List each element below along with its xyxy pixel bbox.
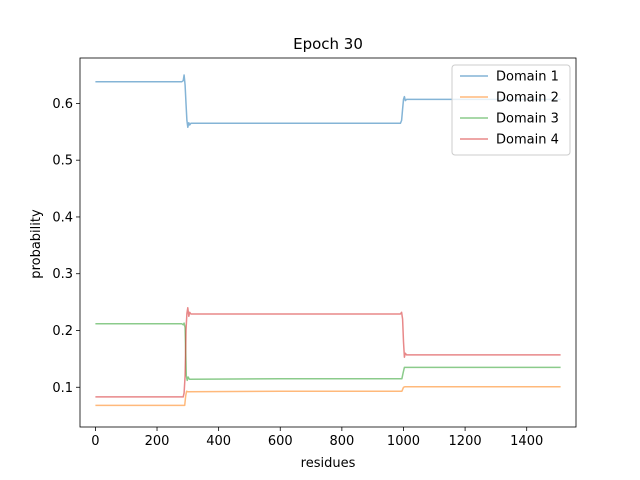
plot-frame [79,57,577,428]
legend: Domain 1 Domain 2 Domain 3 Domain 4 [451,64,571,156]
x-tick-label: 800 [329,434,354,449]
x-tick-label: 600 [268,434,293,449]
x-tick-label: 1000 [387,434,420,449]
x-tick-label: 200 [145,434,170,449]
legend-label-domain-4: Domain 4 [496,133,559,148]
x-axis-label: residues [301,456,356,471]
legend-label-domain-3: Domain 3 [496,112,559,127]
x-tick-label: 1400 [510,434,543,449]
y-tick-label: 0.2 [52,324,73,339]
y-tick-label: 0.4 [52,210,73,225]
y-tick-label: 0.3 [52,267,73,282]
legend-label-domain-2: Domain 2 [496,91,559,106]
y-axis-label: probability [29,209,44,279]
y-tick-label: 0.5 [52,154,73,169]
x-tick-label: 400 [206,434,231,449]
chart-title: Epoch 30 [293,35,363,53]
series-line-domain-4 [95,307,561,398]
series-line-domain-3 [95,322,561,382]
axes: 0 200 400 600 800 1000 1200 1400 0.1 0.2 0.3 0.4 0.5… [52,57,577,449]
y-tick-label: 0.1 [52,381,73,396]
x-tick-label: 1200 [449,434,482,449]
series-line-domain-1 [95,74,561,129]
legend-box [451,64,571,156]
x-tick-label: 0 [91,434,99,449]
plot-area [95,74,561,407]
y-tick-label: 0.6 [52,97,73,112]
legend-label-domain-1: Domain 1 [496,70,559,85]
series-line-domain-2 [95,385,561,407]
